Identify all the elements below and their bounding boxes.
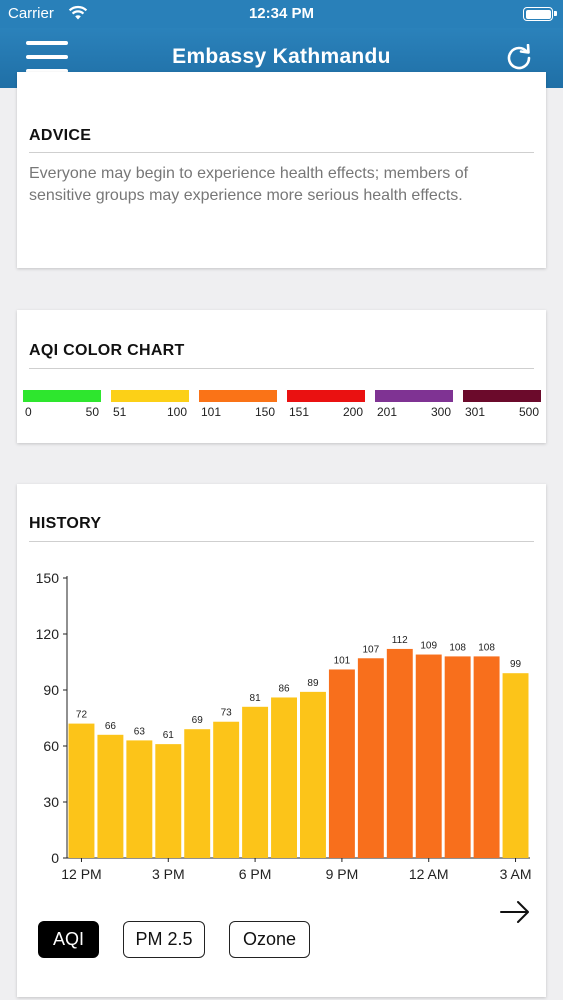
aqi-scale-low-label: 151 [289,405,310,419]
bar [213,721,240,858]
bar [473,656,500,858]
bar-value-label: 63 [134,726,146,737]
aqi-scale-high-label: 200 [342,405,363,419]
aqi-scale-bar [111,390,189,402]
advice-title: ADVICE [29,127,92,144]
bar [126,740,153,858]
aqi-scale-low-label: 301 [465,405,486,419]
y-tick-label: 0 [51,850,59,866]
aqi-color-chart-title: AQI COLOR CHART [29,342,185,359]
tab-ozone[interactable]: Ozone [229,921,310,958]
aqi-scale-high-label: 300 [430,405,451,419]
bar-value-label: 108 [449,642,466,653]
wifi-icon [68,5,88,20]
bar [271,697,297,858]
aqi-scale-low-label: 201 [377,405,398,419]
y-tick-label: 60 [43,738,59,754]
history-card: HISTORY 0 30 60 90 120 150 72 66 63 61 69 73 81 86 89 1… [17,484,546,997]
aqi-scale-2: 101 150 [199,390,277,419]
bar-value-label: 86 [278,683,290,694]
advice-card: ADVICE Everyone may begin to experience … [17,72,546,268]
bar [300,691,326,858]
bar [357,658,384,858]
bar [68,723,95,858]
y-tick-label: 90 [43,682,59,698]
aqi-scale-1: 51 100 [111,390,189,419]
aqi-scale-bar [287,390,365,402]
history-title: HISTORY [29,515,102,532]
bar [242,706,269,858]
x-tick-label: 3 PM [152,866,185,882]
y-tick-label: 120 [36,626,60,642]
status-bar: Carrier 12:34 PM [0,0,563,28]
arrow-right-icon[interactable] [498,898,532,926]
status-time: 12:34 PM [248,5,315,22]
aqi-history-chart: 0 30 60 90 120 150 72 66 63 61 69 73 81 86 89 101 107 112… [36,570,532,882]
bar-value-label: 61 [163,730,175,741]
battery-icon [523,7,557,21]
bar [155,744,182,858]
hamburger-icon[interactable] [26,41,68,73]
aqi-color-chart-card: AQI COLOR CHART 0 50 51 100 101 150 151 200 201 3… [17,310,546,443]
bar-value-label: 66 [105,721,117,732]
bar [184,729,211,858]
carrier-label: Carrier [8,5,54,22]
page-title: Embassy Kathmandu [172,45,391,68]
history-divider [29,541,534,542]
aqi-scale-low-label: 51 [113,405,127,419]
bar-value-label: 69 [192,715,204,726]
x-tick-label: 12 AM [409,866,449,882]
aqi-scale-bar [23,390,101,402]
bar [328,669,355,858]
aqi-scale-bar [199,390,277,402]
bar [415,654,442,858]
bar [386,648,413,858]
aqi-scale-0: 0 50 [23,390,101,419]
tab-aqi[interactable]: AQI [38,921,99,958]
x-tick-label: 12 PM [61,866,101,882]
y-tick-label: 30 [43,794,59,810]
x-tick-label: 9 PM [326,866,359,882]
aqi-scale-bar [375,390,453,402]
bar-value-label: 99 [510,659,522,670]
advice-text: Everyone may begin to experience health … [29,165,469,204]
aqi-scale-bar [463,390,541,402]
bar-value-label: 107 [363,644,380,655]
tab-pm25[interactable]: PM 2.5 [123,921,205,958]
refresh-icon[interactable] [505,44,533,72]
bar-value-label: 81 [250,693,262,704]
aqi-scale-low-label: 0 [25,405,32,419]
bar-value-label: 112 [392,635,408,646]
aqi-color-chart-divider [29,368,534,369]
aqi-scale-5: 301 500 [463,390,541,419]
bar-value-label: 72 [76,710,88,721]
y-tick-label: 150 [36,570,60,586]
x-tick-label: 6 PM [239,866,272,882]
advice-divider [29,152,534,153]
aqi-scale-high-label: 50 [85,405,99,419]
bar-value-label: 109 [420,641,437,652]
aqi-scale-3: 151 200 [287,390,365,419]
bar [444,656,471,858]
bar-value-label: 73 [221,708,233,719]
aqi-scale-high-label: 500 [518,405,539,419]
bar-value-label: 89 [307,678,319,689]
bar-value-label: 101 [334,655,351,666]
aqi-scale-high-label: 100 [166,405,187,419]
bar [502,673,529,858]
bar [97,734,124,858]
aqi-scale-low-label: 101 [201,405,222,419]
aqi-scale-high-label: 150 [254,405,275,419]
aqi-scale-4: 201 300 [375,390,453,419]
bar-value-label: 108 [478,642,495,653]
x-tick-label: 3 AM [500,866,532,882]
